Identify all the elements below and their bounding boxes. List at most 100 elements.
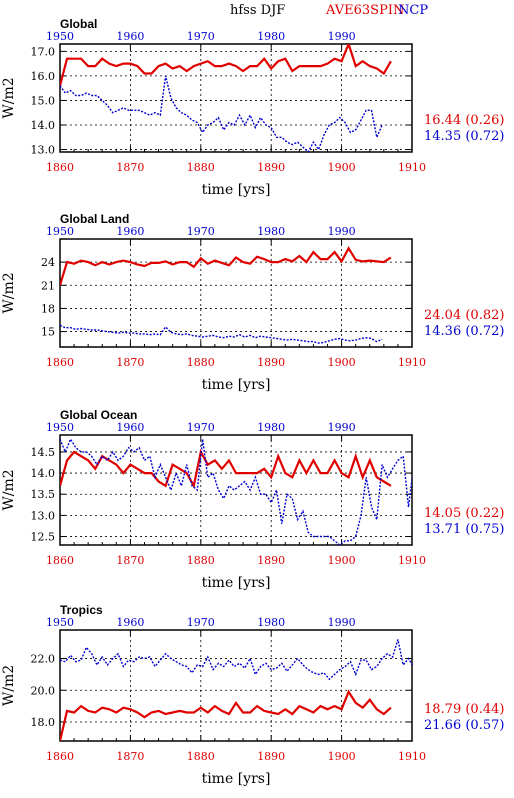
- top-tick-label: 1970: [187, 616, 215, 629]
- top-tick-label: 1950: [46, 225, 74, 238]
- top-tick-label: 1960: [116, 30, 144, 43]
- x-tick-label: 1910: [398, 356, 426, 369]
- y-tick-label: 16.0: [31, 70, 56, 83]
- y-tick-label: 13.0: [31, 144, 56, 157]
- x-tick-label: 1890: [257, 554, 285, 567]
- top-tick-label: 1950: [46, 421, 74, 434]
- chart-panels: Global 1860 1870 1880 1890 1900 1910 1950 1960 19…: [1, 17, 504, 787]
- panel-title: Global Ocean: [60, 408, 137, 422]
- x-axis-label: time [yrs]: [202, 575, 271, 591]
- x-tick-label: 1880: [187, 554, 215, 567]
- plot-frame: [59, 238, 413, 348]
- series-a-stat: 18.79 (0.44): [424, 702, 504, 717]
- y-tick-label: 14.5: [31, 446, 56, 459]
- top-tick-label: 1990: [328, 225, 356, 238]
- top-tick-label: 1960: [116, 421, 144, 434]
- x-tick-label: 1860: [46, 750, 74, 763]
- series-b-line: [60, 324, 383, 344]
- series-a-stat: 16.44 (0.26): [424, 113, 504, 128]
- top-tick-label: 1980: [257, 421, 285, 434]
- x-tick-label: 1870: [116, 356, 144, 369]
- top-tick-label: 1980: [257, 225, 285, 238]
- top-tick-label: 1990: [328, 30, 356, 43]
- series-a-stat: 14.05 (0.22): [424, 506, 504, 521]
- x-tick-label: 1870: [116, 750, 144, 763]
- y-tick-label: 13.5: [31, 488, 56, 501]
- top-tick-label: 1950: [46, 30, 74, 43]
- x-tick-label: 1900: [328, 554, 356, 567]
- chart-panel: Global Land 1860 1870 1880 1890 1900 1910 1950 1…: [1, 212, 504, 393]
- x-tick-label: 1890: [257, 750, 285, 763]
- top-tick-label: 1990: [328, 421, 356, 434]
- plot-frame: [59, 629, 413, 742]
- top-tick-label: 1960: [116, 616, 144, 629]
- y-tick-label: 14.0: [31, 119, 56, 132]
- x-tick-label: 1910: [398, 554, 426, 567]
- top-tick-label: 1970: [187, 30, 215, 43]
- y-tick-label: 18: [41, 302, 55, 315]
- series-b-line: [60, 75, 383, 152]
- top-tick-label: 1950: [46, 616, 74, 629]
- series-a-line: [60, 246, 392, 286]
- x-tick-label: 1860: [46, 356, 74, 369]
- x-tick-label: 1880: [187, 161, 215, 174]
- x-axis-label: time [yrs]: [202, 377, 271, 393]
- y-tick-label: 24: [41, 256, 55, 269]
- series-b-stat: 21.66 (0.57): [424, 718, 504, 733]
- y-tick-label: 15.0: [31, 94, 56, 107]
- y-tick-label: 17.0: [31, 45, 56, 58]
- figure-title: hfss DJF: [230, 3, 285, 18]
- y-tick-label: 13.0: [31, 509, 56, 522]
- y-tick-label: 20.0: [31, 684, 56, 697]
- x-tick-label: 1900: [328, 161, 356, 174]
- y-axis-label: W/m2: [1, 469, 17, 510]
- x-tick-label: 1910: [398, 750, 426, 763]
- y-tick-label: 14.0: [31, 467, 56, 480]
- panel-title: Global Land: [60, 212, 129, 226]
- series-a-stat: 24.04 (0.82): [424, 308, 504, 323]
- series-b-label: NCP: [398, 3, 428, 18]
- plot-frame: [59, 43, 413, 153]
- x-axis-label: time [yrs]: [202, 182, 271, 198]
- y-axis-label: W/m2: [1, 665, 17, 706]
- y-tick-label: 15: [41, 326, 55, 339]
- series-b-stat: 14.35 (0.72): [424, 129, 504, 144]
- y-tick-label: 21: [41, 279, 55, 292]
- x-tick-label: 1910: [398, 161, 426, 174]
- top-tick-label: 1980: [257, 30, 285, 43]
- y-tick-label: 22.0: [31, 653, 56, 666]
- x-tick-label: 1890: [257, 161, 285, 174]
- top-tick-label: 1960: [116, 225, 144, 238]
- y-axis-label: W/m2: [1, 77, 17, 118]
- panel-title: Global: [60, 17, 97, 31]
- x-axis-label: time [yrs]: [202, 771, 271, 787]
- top-tick-label: 1980: [257, 616, 285, 629]
- series-b-stat: 13.71 (0.75): [424, 522, 504, 537]
- x-tick-label: 1900: [328, 750, 356, 763]
- series-b-line: [60, 437, 412, 545]
- y-axis-label: W/m2: [1, 272, 17, 313]
- y-tick-label: 12.5: [31, 531, 56, 544]
- series-b-line: [60, 639, 412, 681]
- series-a-line: [60, 689, 392, 741]
- x-tick-label: 1860: [46, 161, 74, 174]
- plot-frame: [59, 434, 413, 546]
- x-tick-label: 1870: [116, 554, 144, 567]
- chart-panel: Global 1860 1870 1880 1890 1900 1910 1950 1960 19…: [1, 17, 504, 198]
- top-tick-label: 1970: [187, 225, 215, 238]
- x-tick-label: 1880: [187, 356, 215, 369]
- x-tick-label: 1880: [187, 750, 215, 763]
- y-tick-label: 18.0: [31, 716, 56, 729]
- x-tick-label: 1900: [328, 356, 356, 369]
- top-tick-label: 1990: [328, 616, 356, 629]
- chart-panel: Tropics 1860 1870 1880 1890 1900 1910 1950 1960 1…: [1, 603, 504, 787]
- chart-panel: Global Ocean 1860 1870 1880 1890 1900 1910 1950…: [1, 408, 504, 591]
- panel-title: Tropics: [60, 603, 103, 617]
- series-a-label: AVE63SPIN: [325, 3, 404, 18]
- top-tick-label: 1970: [187, 421, 215, 434]
- x-tick-label: 1860: [46, 554, 74, 567]
- series-a-line: [60, 448, 392, 489]
- series-a-line: [60, 44, 392, 86]
- x-tick-label: 1890: [257, 356, 285, 369]
